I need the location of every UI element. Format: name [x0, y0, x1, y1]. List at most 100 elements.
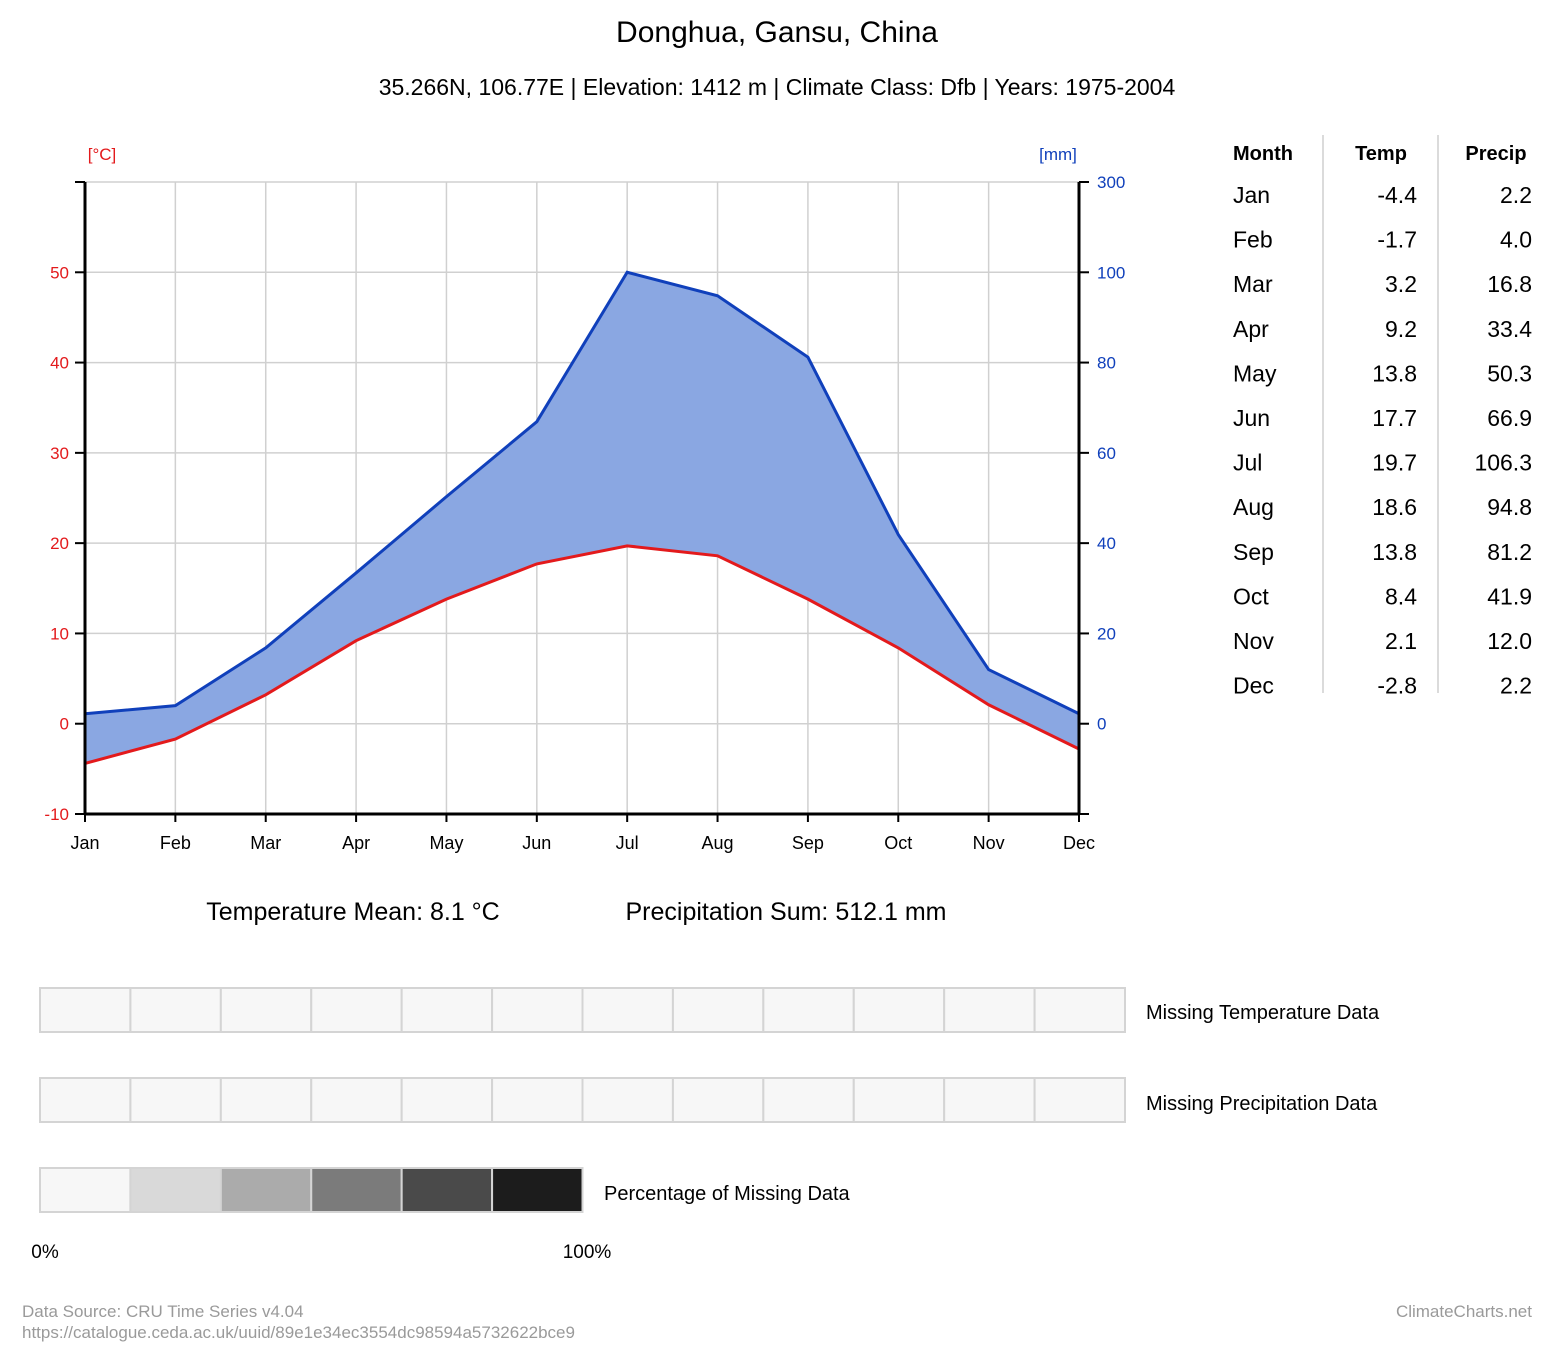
missing-cell [762, 987, 855, 1033]
table-cell-precip: 81.2 [1487, 539, 1532, 565]
missing-cell [671, 987, 765, 1033]
missing-cell [39, 1077, 132, 1123]
scale-swatch [39, 1167, 132, 1213]
missing-cell [852, 987, 946, 1033]
table-cell-month: Dec [1233, 673, 1274, 699]
table-cell-precip: 4.0 [1500, 227, 1532, 253]
x-tick-label: Mar [250, 833, 281, 853]
missing-cell [671, 1077, 765, 1123]
x-tick-label: Jul [616, 833, 639, 853]
table-cell-temp: 19.7 [1372, 450, 1417, 476]
missing-cell [310, 1077, 403, 1123]
axes-layer [75, 181, 1089, 822]
left-tick-label: 40 [50, 354, 69, 373]
data-source-url[interactable]: https://catalogue.ceda.ac.uk/uuid/89e1e3… [22, 1323, 575, 1342]
series-lines-layer [84, 270, 1080, 765]
table-cell-temp: 17.7 [1372, 405, 1417, 431]
left-tick-label: -10 [44, 805, 69, 824]
scale-min-label: 0% [31, 1242, 59, 1263]
x-tick-label: Feb [160, 833, 191, 853]
precipitation-area [85, 272, 1079, 764]
table-cell-precip: 41.9 [1487, 583, 1532, 609]
missing-cell [219, 987, 313, 1033]
table-cell-temp: 8.4 [1385, 583, 1417, 609]
table-cell-month: Aug [1233, 494, 1274, 520]
missing-percentage-label: Percentage of Missing Data [604, 1183, 851, 1205]
missing-temperature-bar [39, 987, 1127, 1033]
left-tick-label: 0 [60, 715, 69, 734]
missing-precipitation-label: Missing Precipitation Data [1146, 1093, 1378, 1115]
missing-cell [39, 987, 132, 1033]
missing-temperature-label: Missing Temperature Data [1146, 1002, 1380, 1024]
left-tick-label: 20 [50, 534, 69, 553]
table-cell-precip: 2.2 [1500, 182, 1532, 208]
missing-cell [310, 987, 403, 1033]
left-tick-label: 10 [50, 624, 69, 643]
missing-cell [400, 987, 494, 1033]
missing-cell [943, 1077, 1036, 1123]
table-header-temp: Temp [1355, 143, 1407, 165]
x-tick-label: Oct [884, 833, 912, 853]
table-cell-temp: 2.1 [1385, 628, 1417, 654]
scale-swatch [129, 1167, 222, 1213]
missing-cell [1033, 1077, 1127, 1123]
left-axis-unit: [°C] [88, 145, 117, 164]
table-cell-precip: 33.4 [1487, 316, 1532, 342]
x-tick-label: Apr [342, 833, 370, 853]
missing-cell [400, 1077, 494, 1123]
table-cell-precip: 12.0 [1487, 628, 1532, 654]
x-tick-label: May [429, 833, 463, 853]
right-tick-label: 100 [1097, 263, 1125, 282]
x-tick-label: Dec [1063, 833, 1095, 853]
missing-cell [129, 1077, 222, 1123]
data-table: Month Temp Precip Jan -4.4 2.2 Feb -1.7 4.0 Ma… [1233, 135, 1532, 699]
right-tick-label: 80 [1097, 354, 1116, 373]
scale-swatch [491, 1167, 584, 1213]
table-cell-month: Jul [1233, 450, 1262, 476]
right-tick-label: 60 [1097, 444, 1116, 463]
table-cell-precip: 66.9 [1487, 405, 1532, 431]
x-tick-label: Aug [702, 833, 734, 853]
table-cell-precip: 16.8 [1487, 271, 1532, 297]
missing-cell [491, 987, 584, 1033]
table-cell-month: Mar [1233, 271, 1273, 297]
right-tick-label: 300 [1097, 173, 1125, 192]
table-cell-precip: 106.3 [1474, 450, 1532, 476]
left-tick-label: 30 [50, 444, 69, 463]
missing-cell [219, 1077, 313, 1123]
x-tick-label: Jan [70, 833, 99, 853]
missing-cell [852, 1077, 946, 1123]
temperature-line [84, 544, 1080, 765]
precipitation-line [84, 270, 1080, 716]
missing-percentage-scale [39, 1167, 584, 1213]
table-cell-precip: 94.8 [1487, 494, 1532, 520]
scale-swatch [219, 1167, 313, 1213]
right-tick-label: 40 [1097, 534, 1116, 553]
x-tick-label: Sep [792, 833, 824, 853]
missing-cell [129, 987, 222, 1033]
table-cell-temp: 3.2 [1385, 271, 1417, 297]
table-cell-precip: 50.3 [1487, 360, 1532, 386]
right-tick-label: 0 [1097, 715, 1106, 734]
table-cell-temp: -4.4 [1377, 182, 1417, 208]
x-tick-label: Jun [522, 833, 551, 853]
precipitation-sum: Precipitation Sum: 512.1 mm [626, 898, 947, 926]
precip-area-layer [85, 272, 1079, 764]
table-cell-month: Nov [1233, 628, 1274, 654]
missing-precipitation-bar [39, 1077, 1127, 1123]
brand-link[interactable]: ClimateCharts.net [1396, 1302, 1532, 1321]
missing-cell [581, 987, 674, 1033]
left-tick-label: 50 [50, 263, 69, 282]
right-tick-label: 20 [1097, 624, 1116, 643]
missing-cell [491, 1077, 584, 1123]
table-cell-temp: 9.2 [1385, 316, 1417, 342]
tick-labels-layer: -10 0 10 20 30 40 50 0 20 40 60 80 100 300 Jan Feb Mar Ap… [44, 173, 1125, 853]
table-cell-month: Jan [1233, 182, 1270, 208]
table-cell-temp: 13.8 [1372, 539, 1417, 565]
data-source: Data Source: CRU Time Series v4.04 [22, 1302, 304, 1321]
table-cell-temp: -2.8 [1377, 673, 1417, 699]
chart-title: Donghua, Gansu, China [616, 16, 938, 49]
table-cell-temp: 13.8 [1372, 360, 1417, 386]
table-cell-temp: -1.7 [1377, 227, 1417, 253]
table-cell-month: Sep [1233, 539, 1274, 565]
